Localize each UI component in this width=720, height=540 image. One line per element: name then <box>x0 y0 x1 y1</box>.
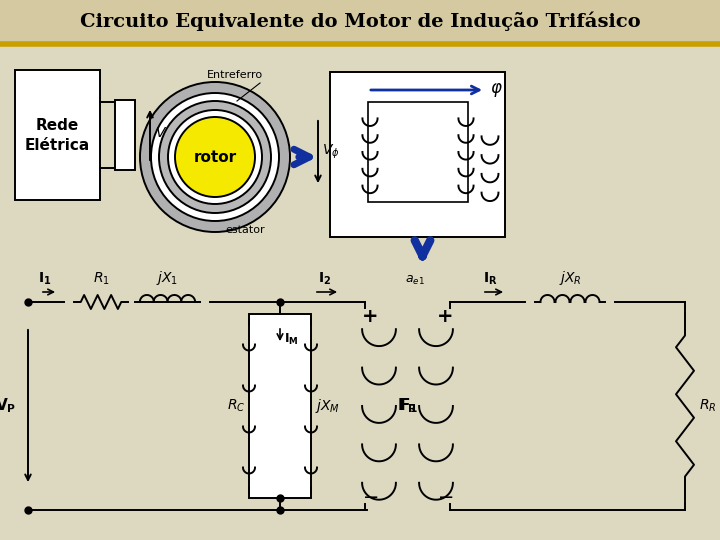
Text: Entreferro: Entreferro <box>207 70 263 80</box>
Text: estator: estator <box>225 225 265 235</box>
Text: Elétrica: Elétrica <box>25 138 90 152</box>
Bar <box>115 100 135 170</box>
Ellipse shape <box>159 101 271 213</box>
Ellipse shape <box>175 117 255 197</box>
Ellipse shape <box>151 93 279 221</box>
Text: $jX_R$: $jX_R$ <box>559 269 581 287</box>
Text: $R_1$: $R_1$ <box>93 271 109 287</box>
Ellipse shape <box>168 110 262 204</box>
Text: $V_\phi$: $V_\phi$ <box>322 143 340 161</box>
Text: $\mathbf{V_P}$: $\mathbf{V_P}$ <box>0 397 16 415</box>
Text: $\mathbf{I_M}$: $\mathbf{I_M}$ <box>284 332 299 347</box>
Ellipse shape <box>140 82 290 232</box>
Text: $R_C$: $R_C$ <box>227 398 245 414</box>
Text: $V_\phi$: $V_\phi$ <box>155 126 173 144</box>
Text: +: + <box>437 307 454 327</box>
Text: $\mathbf{I_1}$: $\mathbf{I_1}$ <box>38 271 52 287</box>
Text: Rede: Rede <box>36 118 79 132</box>
Text: Circuito Equivalente do Motor de Indução Trifásico: Circuito Equivalente do Motor de Indução… <box>80 11 640 31</box>
Text: $jX_1$: $jX_1$ <box>156 269 179 287</box>
Text: $-$: $-$ <box>362 485 378 504</box>
Text: $\mathbf{I_R}$: $\mathbf{I_R}$ <box>482 271 498 287</box>
Text: $\mathbf{I_2}$: $\mathbf{I_2}$ <box>318 271 332 287</box>
Text: rotor: rotor <box>194 150 237 165</box>
Bar <box>0 0 720 42</box>
Text: $\mathbf{F_R}$: $\mathbf{F_R}$ <box>397 397 418 415</box>
Text: $\mathbf{F_1}$: $\mathbf{F_1}$ <box>399 397 418 415</box>
Text: $jX_M$: $jX_M$ <box>315 397 340 415</box>
Text: $-$: $-$ <box>437 485 453 504</box>
Text: $\varphi$: $\varphi$ <box>490 81 503 99</box>
Bar <box>249 314 311 498</box>
Bar <box>15 70 100 200</box>
Bar <box>330 72 505 237</box>
Bar <box>368 102 468 202</box>
Text: $a_{e1}$: $a_{e1}$ <box>405 274 425 287</box>
Text: $R_R$: $R_R$ <box>699 398 716 414</box>
Text: +: + <box>361 307 378 327</box>
